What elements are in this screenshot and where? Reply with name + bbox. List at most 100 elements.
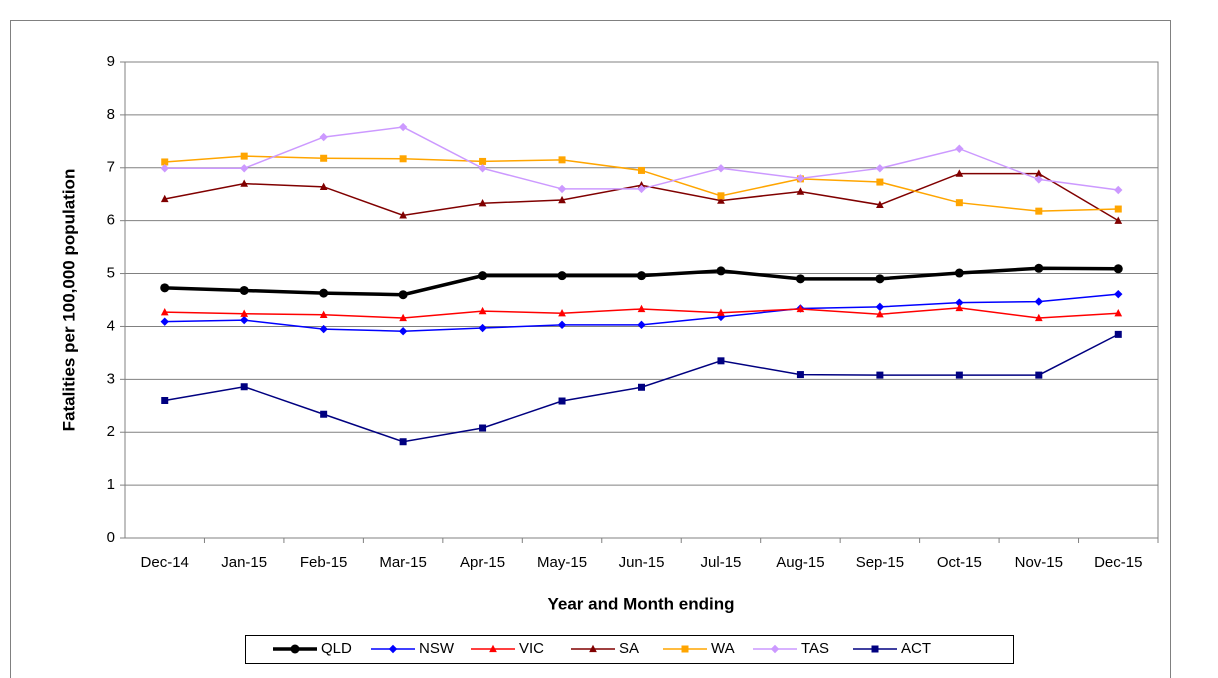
y-tick-label: 1 [107,476,115,493]
legend-marker [589,644,597,653]
x-tick-label: May-15 [537,554,587,571]
legend-marker [770,644,780,654]
x-tick-label: Dec-15 [1094,554,1142,571]
marker [637,320,646,330]
marker [320,410,328,418]
marker [160,194,169,203]
marker [399,211,407,219]
marker [955,199,963,207]
legend-label: QLD [321,640,352,657]
y-tick-label: 8 [107,106,115,123]
marker [1035,207,1043,215]
marker [239,285,249,295]
x-tick-label: Jan-15 [221,554,267,571]
legend-label: NSW [419,640,455,657]
marker [717,357,725,365]
marker [240,179,249,187]
legend-label: VIC [519,640,544,657]
legend-label: WA [711,640,735,657]
marker [319,324,328,334]
marker [399,155,407,163]
marker [479,424,487,432]
marker [399,313,407,322]
marker [1114,330,1122,338]
marker [160,317,169,326]
marker [161,158,169,166]
y-tick-label: 7 [107,159,115,176]
marker [1114,309,1123,317]
x-tick-label: Feb-15 [300,554,348,571]
marker [1034,169,1043,177]
legend-label: TAS [801,640,829,657]
marker [637,271,646,281]
marker [875,164,885,173]
x-tick-label: Jul-15 [701,554,742,571]
marker [796,371,804,379]
x-axis-title: Year and Month ending [547,594,734,613]
marker [716,164,726,173]
legend-marker [489,644,497,653]
marker [875,274,885,284]
x-tick-label: Apr-15 [460,554,505,571]
marker [796,304,805,313]
marker [398,327,408,336]
marker [319,288,329,298]
marker [717,196,725,204]
marker [478,164,487,173]
y-tick-label: 0 [107,529,115,546]
marker [796,187,805,195]
marker [717,192,725,200]
marker [557,320,567,330]
marker [558,397,566,405]
marker [478,199,487,207]
marker [875,302,885,312]
marker [557,271,567,281]
marker [239,164,249,173]
marker [1114,185,1123,195]
x-tick-label: Oct-15 [937,554,982,571]
y-tick-label: 6 [107,212,115,229]
marker [319,132,328,142]
marker [1114,289,1123,299]
marker [717,308,725,316]
marker [160,283,170,293]
marker [1034,263,1044,273]
marker [320,154,328,162]
marker [398,290,408,300]
y-tick-label: 2 [107,423,115,440]
marker [955,303,964,312]
marker [478,271,488,281]
marker [955,298,964,307]
marker [240,309,249,317]
marker [955,371,963,379]
marker [716,266,726,276]
marker [478,323,487,333]
legend-marker [871,645,879,653]
marker [876,200,884,208]
legend-label: ACT [901,640,931,657]
marker [638,166,645,174]
x-tick-label: Sep-15 [856,554,904,571]
marker [319,182,328,190]
y-axis-title: Fatalities per 100,000 population [59,169,78,432]
marker [876,371,884,379]
marker [876,178,884,186]
plot-area [124,61,1159,539]
marker [558,156,566,164]
marker [1035,371,1043,379]
y-tick-label: 3 [107,370,115,387]
marker [637,184,646,194]
marker [478,306,487,315]
x-tick-label: Dec-14 [141,554,189,571]
y-tick-label: 5 [107,265,115,282]
marker [399,438,407,446]
marker [637,304,646,313]
marker [161,396,169,404]
marker [1034,175,1044,184]
marker [637,181,646,189]
marker [955,144,964,153]
x-tick-label: Jun-15 [619,554,665,571]
y-tick-label: 4 [107,317,115,334]
marker [638,383,645,391]
marker [1114,205,1122,213]
